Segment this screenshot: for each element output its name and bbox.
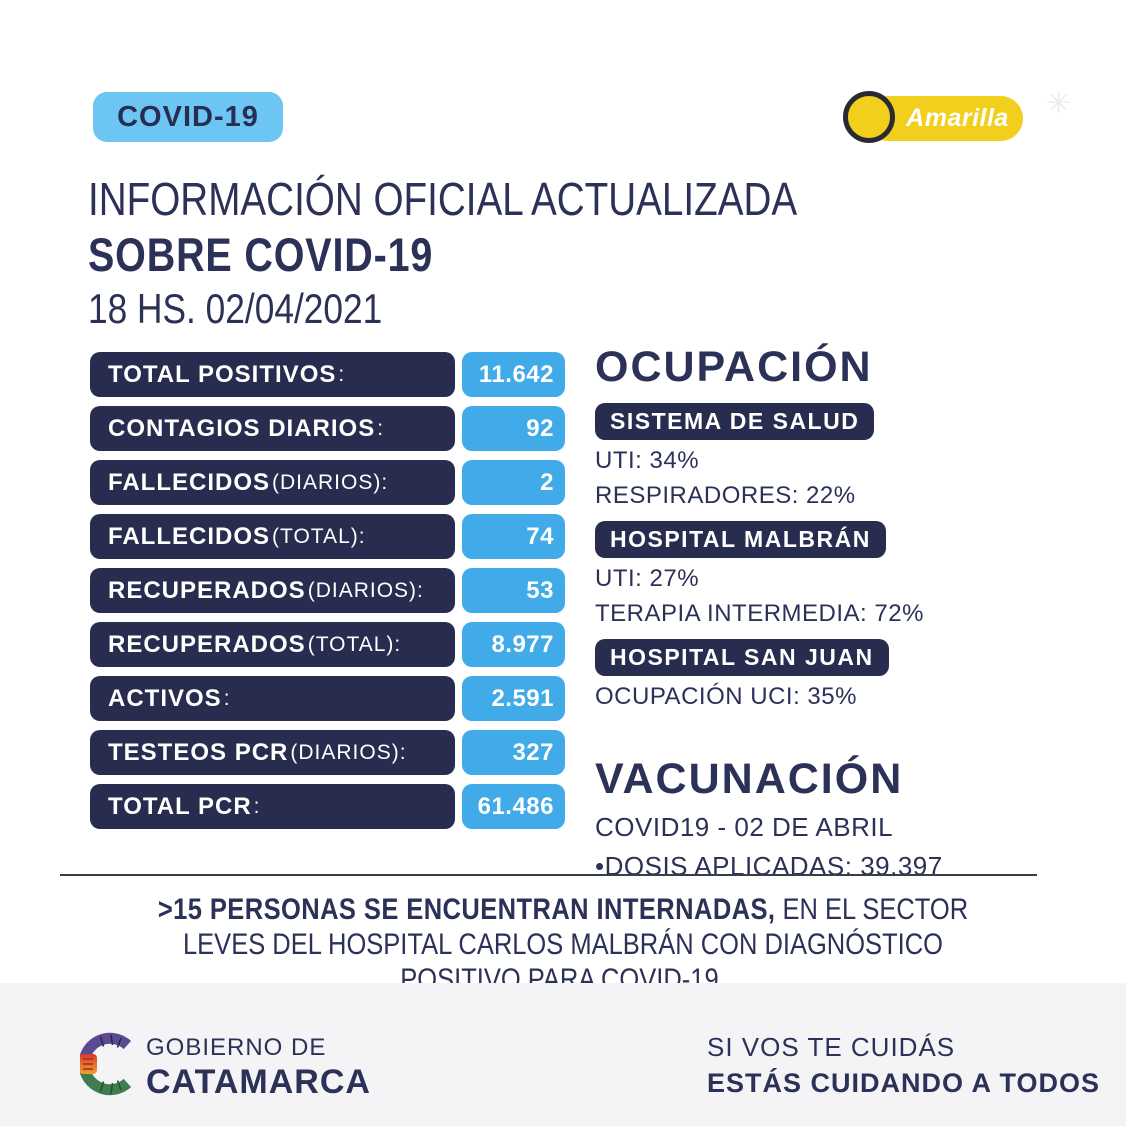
- catamarca-c-logo-icon: [80, 1032, 132, 1096]
- stat-label: TESTEOS PCR (DIARIOS):: [90, 730, 455, 775]
- stat-row-total-pcr: TOTAL PCR: 61.486: [90, 784, 565, 829]
- stat-value: 327: [462, 730, 565, 775]
- stat-label: RECUPERADOS (DIARIOS):: [90, 568, 455, 613]
- badge-hospital-san-juan: HOSPITAL SAN JUAN: [595, 639, 889, 676]
- occupation-stat: UTI: 27%: [595, 565, 700, 592]
- occupation-section: OCUPACIÓN SISTEMA DE SALUD UTI: 34% RESP…: [595, 343, 1065, 882]
- stats-list: TOTAL POSITIVOS: 11.642 CONTAGIOS DIARIO…: [90, 352, 565, 838]
- stat-label: RECUPERADOS (TOTAL):: [90, 622, 455, 667]
- logo-wordmark: GOBIERNO DE CATAMARCA: [146, 1034, 371, 1102]
- divider-line: [60, 874, 1037, 876]
- stat-value: 11.642: [462, 352, 565, 397]
- vaccination-heading: VACUNACIÓN: [595, 755, 904, 803]
- occupation-stat: OCUPACIÓN UCI: 35%: [595, 683, 857, 710]
- note-bold-text: >15 PERSONAS SE ENCUENTRAN INTERNADAS,: [157, 893, 776, 926]
- stat-value: 2: [462, 460, 565, 505]
- vaccination-doses: •DOSIS APLICADAS: 39.397: [595, 851, 943, 881]
- logo-gobierno-de: GOBIERNO DE: [146, 1034, 327, 1061]
- stat-row-fallecidos-total: FALLECIDOS (TOTAL): 74: [90, 514, 565, 559]
- stat-value: 53: [462, 568, 565, 613]
- stat-value: 92: [462, 406, 565, 451]
- footer-slogan: SI VOS TE CUIDÁS ESTÁS CUIDANDO A TODOS: [707, 1032, 1100, 1099]
- stat-label: ACTIVOS:: [90, 676, 455, 721]
- vaccination-date: COVID19 - 02 DE ABRIL: [595, 812, 894, 842]
- stat-value: 8.977: [462, 622, 565, 667]
- occupation-heading: OCUPACIÓN: [595, 343, 873, 391]
- footer-band: [0, 983, 1126, 1126]
- slogan-line1: SI VOS TE CUIDÁS: [707, 1032, 956, 1062]
- slogan-line2: ESTÁS CUIDANDO A TODOS: [707, 1068, 1101, 1098]
- title-block: INFORMACIÓN OFICIAL ACTUALIZADA SOBRE CO…: [88, 172, 932, 334]
- stat-label: TOTAL PCR:: [90, 784, 455, 829]
- stat-row-activos: ACTIVOS: 2.591: [90, 676, 565, 721]
- stat-row-fallecidos-diarios: FALLECIDOS (DIARIOS): 2: [90, 460, 565, 505]
- stat-label: FALLECIDOS (TOTAL):: [90, 514, 455, 559]
- stat-row-testeos-pcr: TESTEOS PCR (DIARIOS): 327: [90, 730, 565, 775]
- stat-row-total-positivos: TOTAL POSITIVOS: 11.642: [90, 352, 565, 397]
- stat-row-recuperados-diarios: RECUPERADOS (DIARIOS): 53: [90, 568, 565, 613]
- covid19-badge: COVID-19: [93, 92, 283, 142]
- page-title-line1: INFORMACIÓN OFICIAL ACTUALIZADA: [88, 173, 798, 225]
- page-title-line3: 18 HS. 02/04/2021: [88, 285, 383, 332]
- badge-hospital-malbran: HOSPITAL MALBRÁN: [595, 521, 886, 558]
- gobierno-catamarca-logo: GOBIERNO DE CATAMARCA: [80, 1024, 420, 1104]
- alert-level-label: Amarilla: [906, 104, 1009, 132]
- stat-row-contagios-diarios: CONTAGIOS DIARIOS: 92: [90, 406, 565, 451]
- stat-label: CONTAGIOS DIARIOS:: [90, 406, 455, 451]
- stat-value: 2.591: [462, 676, 565, 721]
- asterisk-watermark-icon: ✳: [1046, 87, 1072, 120]
- stat-value: 61.486: [462, 784, 565, 829]
- occupation-stat: UTI: 34%: [595, 447, 700, 474]
- alert-level-circle-icon: [843, 91, 895, 143]
- stat-label: FALLECIDOS (DIARIOS):: [90, 460, 455, 505]
- logo-catamarca: CATAMARCA: [146, 1063, 371, 1101]
- stat-value: 74: [462, 514, 565, 559]
- stat-row-recuperados-total: RECUPERADOS (TOTAL): 8.977: [90, 622, 565, 667]
- occupation-stat: TERAPIA INTERMEDIA: 72%: [595, 600, 924, 627]
- stat-label: TOTAL POSITIVOS:: [90, 352, 455, 397]
- page-title-line2: SOBRE COVID-19: [88, 228, 434, 281]
- hospitalization-note: >15 PERSONAS SE ENCUENTRAN INTERNADAS, E…: [135, 892, 990, 997]
- occupation-stat: RESPIRADORES: 22%: [595, 482, 856, 509]
- badge-sistema-de-salud: SISTEMA DE SALUD: [595, 403, 875, 440]
